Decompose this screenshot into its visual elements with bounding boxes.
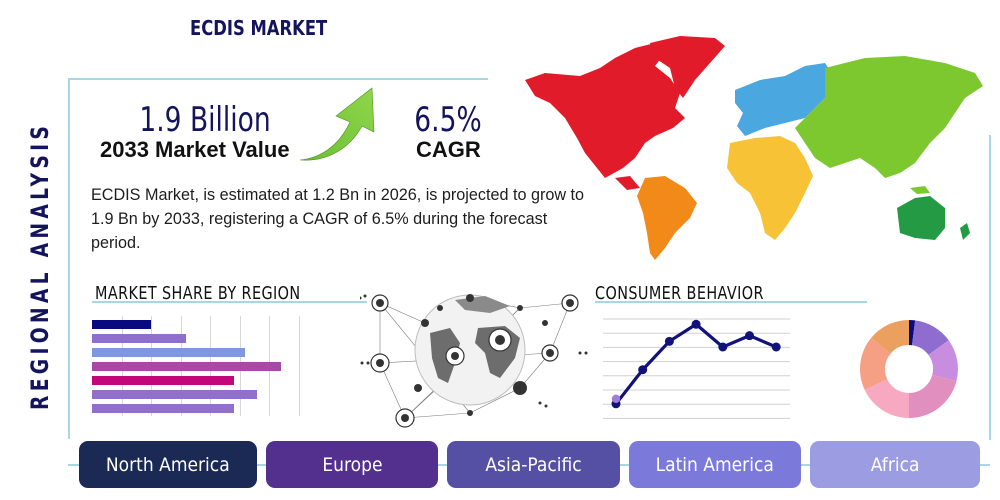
region-button-asia-pacific[interactable]: Asia-Pacific bbox=[447, 441, 620, 488]
world-map-image bbox=[525, 36, 983, 260]
market-share-underline bbox=[92, 301, 367, 303]
australia-shape bbox=[897, 196, 945, 240]
market-value-label: 2033 Market Value bbox=[100, 137, 290, 162]
africa-shape bbox=[727, 136, 813, 240]
donut-segment bbox=[864, 379, 909, 418]
asia-shape bbox=[795, 56, 983, 178]
growth-arrow-icon bbox=[299, 87, 375, 161]
bar-4 bbox=[92, 362, 281, 371]
donut-segment bbox=[928, 340, 958, 382]
region-donut-chart bbox=[860, 320, 958, 418]
greenland-shape bbox=[650, 36, 725, 98]
bar-7 bbox=[92, 404, 234, 413]
frame-right-border bbox=[989, 135, 991, 440]
market-share-bar-chart bbox=[92, 316, 302, 416]
donut-segment bbox=[860, 337, 891, 390]
bar-6 bbox=[92, 390, 258, 399]
market-summary: ECDIS Market, is estimated at 1.2 Bn in … bbox=[91, 186, 585, 252]
data-point bbox=[638, 365, 648, 375]
consumer-behavior-title: CONSUMER BEHAVIOR bbox=[595, 283, 764, 304]
frame-top-border bbox=[68, 78, 488, 80]
bar-2 bbox=[92, 334, 187, 343]
donut-segment bbox=[912, 320, 949, 355]
donut-segment bbox=[871, 320, 909, 354]
bar-3 bbox=[92, 348, 246, 357]
consumer-behavior-line-chart bbox=[603, 318, 790, 419]
data-point bbox=[745, 331, 754, 341]
europe-shape bbox=[735, 63, 835, 136]
donut-segment bbox=[909, 320, 916, 346]
frame-left-border bbox=[68, 79, 70, 439]
market-value: 1.9 Billion bbox=[139, 100, 271, 140]
north-america-shape bbox=[525, 43, 685, 178]
global-network-illustration bbox=[360, 294, 588, 428]
region-button-latin-america[interactable]: Latin America bbox=[629, 441, 801, 488]
region-button-africa[interactable]: Africa bbox=[810, 441, 980, 488]
region-button-north-america[interactable]: North America bbox=[79, 441, 257, 488]
region-button-europe[interactable]: Europe bbox=[266, 441, 438, 488]
south-america-shape bbox=[637, 176, 697, 260]
side-title: REGIONAL ANALYSIS bbox=[26, 121, 54, 410]
bar-1 bbox=[92, 320, 151, 329]
market-share-title: MARKET SHARE BY REGION bbox=[95, 283, 301, 304]
bar-5 bbox=[92, 376, 234, 385]
donut-segment bbox=[909, 374, 957, 418]
gridline bbox=[299, 316, 300, 416]
cagr-label: CAGR bbox=[416, 137, 481, 162]
data-point bbox=[664, 336, 674, 346]
consumer-behavior-underline bbox=[595, 301, 867, 303]
cagr-value: 6.5% bbox=[414, 100, 482, 140]
data-point bbox=[691, 319, 701, 329]
page-title: ECDIS MARKET bbox=[190, 16, 328, 40]
data-point bbox=[718, 342, 728, 352]
data-point bbox=[771, 342, 781, 352]
